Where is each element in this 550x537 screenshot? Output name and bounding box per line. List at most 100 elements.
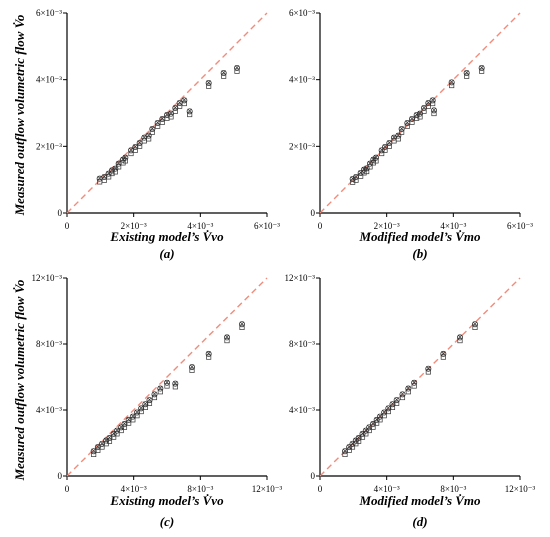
data-point [106,435,113,444]
data-point [429,97,436,107]
data-point [186,108,193,118]
panel-3: 0 4×10⁻³ 8×10⁻³ 12×10⁻³ 0 4×10⁻³ 8×10⁻³ 12×10⁻³… [31,273,282,529]
data-point [366,424,373,434]
data-point [115,160,122,170]
data-point [362,427,369,437]
data-point [136,139,143,149]
data-point [456,334,463,344]
data-point [205,350,212,360]
panel-caption: (a) [159,246,174,261]
y-axis-label-top: Measured outflow volumetric flow V̇o [12,14,27,216]
data-point [142,401,149,410]
data-point [376,413,383,423]
data-point [157,385,164,395]
x-tick-label: 8×10⁻³ [440,484,466,494]
data-point [420,105,427,114]
x-tick-label: 8×10⁻³ [187,484,213,494]
data-point [478,65,485,74]
y-tick-label: 2×10⁻³ [289,141,315,151]
data-point [389,401,396,410]
data-point [393,397,400,406]
y-tick-label: 2×10⁻³ [36,141,62,151]
data-point [151,391,158,401]
data-point [430,107,437,117]
data-point [395,132,402,142]
x-tick-label: 4×10⁻³ [187,221,213,231]
x-tick-label: 6×10⁻³ [254,221,280,231]
panel-caption: (d) [412,514,427,529]
data-point [355,435,362,444]
data-point [205,80,212,89]
data-point [381,409,388,419]
data-point [172,380,179,390]
reference-line [66,277,268,477]
data-point [233,65,240,74]
data-point [425,100,432,109]
data-point [132,143,139,153]
y-tick-label: 8×10⁻³ [289,339,315,349]
data-point [133,409,140,419]
data-point [121,421,128,430]
y-tick-label: 0 [311,208,316,218]
x-axis-label: Modified model’s V̇mo [358,493,481,508]
panel-1: 0 2×10⁻³ 4×10⁻³ 6×10⁻³ 0 2×10⁻³ 4×10⁻³ 6×10⁻³ Ex… [36,8,280,261]
data-point [448,79,455,89]
data-point [411,379,418,389]
data-point [109,167,116,177]
data-point [372,154,379,164]
data-point [408,116,415,125]
x-tick-label: 0 [318,484,323,494]
y-tick-label: 8×10⁻³ [36,339,62,349]
y-tick-label: 4×10⁻³ [289,75,315,85]
data-point [154,120,161,129]
y-tick-label: 12×10⁻³ [284,273,315,283]
x-axis-label: Modified model’s V̇mo [358,229,481,244]
y-tick-label: 4×10⁻³ [289,405,315,415]
data-point [127,147,134,157]
data-point [398,126,405,135]
x-tick-label: 0 [65,221,70,231]
x-tick-label: 2×10⁻³ [374,221,400,231]
x-tick-label: 0 [65,484,70,494]
y-tick-label: 0 [58,208,63,218]
y-tick-label: 4×10⁻³ [36,75,62,85]
data-point [163,379,170,389]
panel-caption: (b) [412,246,427,261]
y-tick-label: 6×10⁻³ [36,8,62,18]
y-tick-label: 4×10⁻³ [36,405,62,415]
x-tick-label: 12×10⁻³ [505,484,536,494]
x-axis-label: Existing model’s V̇vo [109,229,224,244]
data-point [149,126,156,135]
y-tick-label: 0 [58,471,63,481]
reference-line [66,12,268,214]
x-tick-label: 4×10⁻³ [374,484,400,494]
data-point [114,427,121,437]
data-point [172,105,179,114]
x-tick-label: 12×10⁻³ [252,484,283,494]
data-point [99,440,106,450]
panel-caption: (c) [160,514,174,529]
data-point [101,173,108,183]
data-point [105,170,112,180]
y-tick-label: 0 [311,471,316,481]
x-tick-label: 6×10⁻³ [507,221,533,231]
data-point [349,175,356,185]
data-point [405,385,412,395]
y-tick-label: 6×10⁻³ [289,8,315,18]
x-axis-label: Existing model’s V̇vo [109,493,224,508]
data-point [138,405,145,415]
y-tick-label: 12×10⁻³ [31,273,62,283]
data-point [94,444,101,453]
y-axis-label-bottom: Measured outflow volumetric flow V̇o [12,279,27,481]
data-point [181,97,188,107]
data-point [399,391,406,401]
data-point [122,154,129,164]
data-point [238,321,245,330]
data-point [425,365,432,375]
data-point [90,448,97,458]
data-point [385,405,392,415]
data-point [125,416,132,426]
data-point [463,70,470,79]
x-tick-label: 2×10⁻³ [121,221,147,231]
data-point [220,70,227,79]
